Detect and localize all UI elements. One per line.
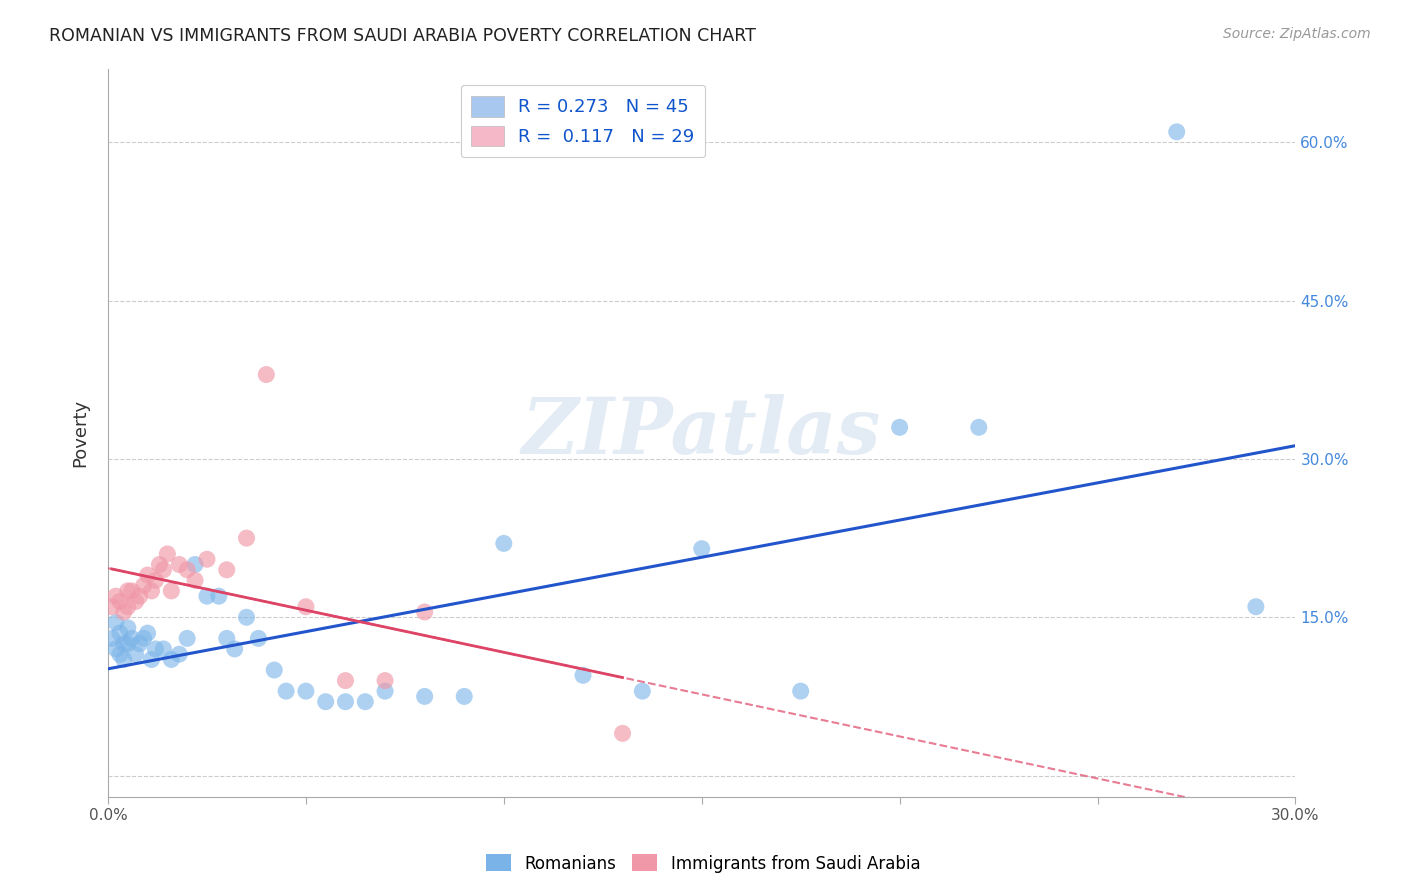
Point [263, 663, 285, 677]
Point [1244, 599, 1267, 614]
Point [141, 583, 163, 598]
Point [184, 558, 207, 572]
Point [254, 368, 277, 382]
Point [148, 558, 170, 572]
Point [295, 684, 318, 698]
Text: ZIPatlas: ZIPatlas [522, 394, 882, 471]
Point [235, 531, 257, 545]
Point [967, 420, 990, 434]
Point [125, 594, 148, 608]
Point [152, 563, 174, 577]
Point [224, 642, 246, 657]
Point [453, 690, 475, 704]
Point [889, 420, 911, 434]
Point [274, 684, 297, 698]
Point [117, 621, 139, 635]
Point [176, 563, 198, 577]
Point [128, 637, 150, 651]
Point [195, 552, 218, 566]
Point [145, 642, 167, 657]
Y-axis label: Poverty: Poverty [72, 399, 89, 467]
Point [235, 610, 257, 624]
Point [136, 626, 159, 640]
Point [101, 599, 124, 614]
Point [612, 726, 634, 740]
Point [215, 632, 238, 646]
Point [121, 583, 143, 598]
Point [690, 541, 713, 556]
Point [195, 589, 218, 603]
Point [117, 637, 139, 651]
Point [208, 589, 231, 603]
Point [104, 615, 127, 630]
Point [121, 632, 143, 646]
Point [152, 642, 174, 657]
Point [128, 589, 150, 603]
Point [413, 605, 436, 619]
Point [631, 684, 654, 698]
Point [354, 695, 377, 709]
Point [176, 632, 198, 646]
Point [160, 583, 183, 598]
Point [108, 647, 131, 661]
Point [156, 547, 179, 561]
Point [104, 589, 127, 603]
Point [295, 599, 318, 614]
Point [789, 684, 811, 698]
Point [215, 563, 238, 577]
Point [184, 574, 207, 588]
Point [125, 647, 148, 661]
Point [492, 536, 515, 550]
Point [572, 668, 595, 682]
Point [413, 690, 436, 704]
Point [141, 652, 163, 666]
Point [136, 568, 159, 582]
Point [167, 647, 190, 661]
Point [112, 637, 135, 651]
Point [132, 632, 155, 646]
Point [160, 652, 183, 666]
Point [374, 673, 396, 688]
Point [315, 695, 337, 709]
Point [167, 558, 190, 572]
Point [335, 673, 357, 688]
Legend: R = 0.273   N = 45, R =  0.117   N = 29: R = 0.273 N = 45, R = 0.117 N = 29 [461, 85, 706, 157]
Point [145, 574, 167, 588]
Point [117, 583, 139, 598]
Text: Source: ZipAtlas.com: Source: ZipAtlas.com [1223, 27, 1371, 41]
Point [108, 626, 131, 640]
Point [112, 652, 135, 666]
Point [108, 594, 131, 608]
Point [374, 684, 396, 698]
Legend: Romanians, Immigrants from Saudi Arabia: Romanians, Immigrants from Saudi Arabia [479, 847, 927, 880]
Point [104, 642, 127, 657]
Point [335, 695, 357, 709]
Point [112, 605, 135, 619]
Point [247, 632, 270, 646]
Point [1166, 125, 1188, 139]
Text: ROMANIAN VS IMMIGRANTS FROM SAUDI ARABIA POVERTY CORRELATION CHART: ROMANIAN VS IMMIGRANTS FROM SAUDI ARABIA… [49, 27, 756, 45]
Point [117, 599, 139, 614]
Point [132, 579, 155, 593]
Point [101, 632, 124, 646]
